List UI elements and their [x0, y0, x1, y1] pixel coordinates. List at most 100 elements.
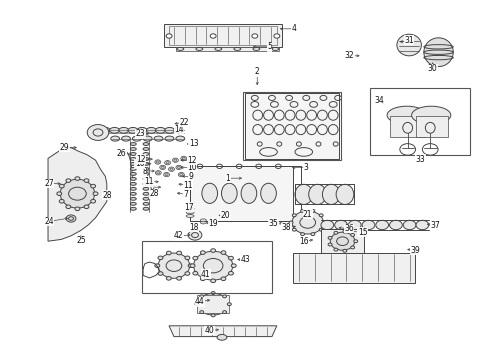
- Ellipse shape: [143, 136, 152, 141]
- Ellipse shape: [157, 172, 160, 174]
- Ellipse shape: [185, 272, 190, 275]
- Ellipse shape: [130, 207, 136, 210]
- Ellipse shape: [91, 199, 96, 203]
- Text: 1: 1: [225, 174, 230, 183]
- Text: 33: 33: [416, 154, 425, 163]
- Text: 41: 41: [201, 270, 211, 279]
- Ellipse shape: [403, 220, 416, 230]
- Ellipse shape: [231, 264, 236, 267]
- Ellipse shape: [295, 184, 313, 204]
- Ellipse shape: [200, 219, 206, 222]
- Ellipse shape: [164, 172, 170, 177]
- Ellipse shape: [217, 164, 222, 168]
- Polygon shape: [169, 326, 277, 337]
- Ellipse shape: [143, 172, 149, 175]
- Text: 10: 10: [135, 159, 145, 168]
- Text: 27: 27: [44, 179, 54, 188]
- Text: 36: 36: [344, 224, 354, 233]
- Ellipse shape: [143, 202, 149, 205]
- Text: 12: 12: [187, 156, 197, 165]
- Text: 2: 2: [255, 68, 260, 77]
- Ellipse shape: [195, 303, 199, 306]
- Ellipse shape: [130, 172, 136, 175]
- Ellipse shape: [66, 179, 71, 183]
- Text: 15: 15: [358, 228, 368, 237]
- Ellipse shape: [154, 136, 163, 141]
- Ellipse shape: [91, 184, 96, 188]
- Ellipse shape: [300, 233, 304, 235]
- Ellipse shape: [130, 158, 136, 161]
- Ellipse shape: [165, 161, 171, 165]
- Ellipse shape: [180, 174, 183, 176]
- Text: 29: 29: [60, 143, 70, 152]
- Text: 7: 7: [184, 190, 189, 199]
- Ellipse shape: [186, 207, 194, 210]
- Text: 37: 37: [430, 220, 440, 230]
- Ellipse shape: [319, 228, 323, 231]
- Text: 4: 4: [292, 24, 296, 33]
- Text: 10: 10: [187, 163, 197, 172]
- Ellipse shape: [110, 127, 120, 133]
- Ellipse shape: [292, 214, 296, 217]
- Ellipse shape: [155, 171, 161, 175]
- Text: 34: 34: [375, 96, 385, 105]
- Bar: [142, 241, 272, 293]
- Ellipse shape: [197, 293, 229, 315]
- Ellipse shape: [130, 148, 136, 150]
- Ellipse shape: [122, 136, 130, 141]
- Ellipse shape: [84, 205, 89, 208]
- Text: 31: 31: [404, 36, 414, 45]
- Bar: [176, 47, 279, 51]
- Ellipse shape: [155, 160, 161, 164]
- Ellipse shape: [59, 184, 64, 188]
- Ellipse shape: [194, 251, 233, 280]
- Ellipse shape: [87, 125, 109, 140]
- Ellipse shape: [165, 136, 174, 141]
- Bar: [416, 116, 448, 137]
- Ellipse shape: [143, 162, 149, 165]
- Text: 20: 20: [220, 211, 230, 220]
- Ellipse shape: [200, 221, 206, 224]
- Ellipse shape: [221, 277, 226, 280]
- Ellipse shape: [147, 127, 156, 133]
- Text: 12: 12: [136, 154, 146, 163]
- Ellipse shape: [221, 183, 237, 203]
- Ellipse shape: [160, 165, 166, 170]
- Ellipse shape: [334, 248, 338, 251]
- Ellipse shape: [351, 234, 355, 237]
- Ellipse shape: [351, 246, 355, 249]
- Ellipse shape: [177, 276, 182, 280]
- Text: 28: 28: [149, 189, 159, 198]
- Bar: [190, 166, 293, 221]
- Ellipse shape: [143, 153, 149, 156]
- Ellipse shape: [309, 184, 326, 204]
- Ellipse shape: [132, 136, 141, 141]
- Ellipse shape: [111, 136, 120, 141]
- Ellipse shape: [292, 228, 296, 231]
- Ellipse shape: [143, 167, 149, 170]
- Text: 30: 30: [428, 64, 438, 73]
- Text: 35: 35: [269, 219, 278, 228]
- Ellipse shape: [362, 220, 375, 230]
- Ellipse shape: [197, 164, 203, 168]
- Ellipse shape: [222, 295, 226, 298]
- Text: 25: 25: [76, 236, 86, 245]
- Ellipse shape: [143, 158, 149, 161]
- Ellipse shape: [158, 256, 163, 260]
- Ellipse shape: [190, 264, 195, 267]
- Bar: [243, 92, 341, 160]
- Text: 3: 3: [304, 163, 309, 172]
- Ellipse shape: [211, 292, 215, 294]
- Ellipse shape: [158, 272, 163, 275]
- Ellipse shape: [330, 232, 355, 250]
- Ellipse shape: [200, 295, 204, 298]
- Ellipse shape: [200, 277, 205, 280]
- Ellipse shape: [390, 220, 402, 230]
- Ellipse shape: [130, 143, 136, 145]
- Ellipse shape: [181, 156, 187, 161]
- Text: 26: 26: [117, 149, 126, 158]
- Ellipse shape: [75, 207, 80, 211]
- Ellipse shape: [200, 311, 204, 314]
- Ellipse shape: [416, 220, 429, 230]
- Ellipse shape: [166, 251, 171, 255]
